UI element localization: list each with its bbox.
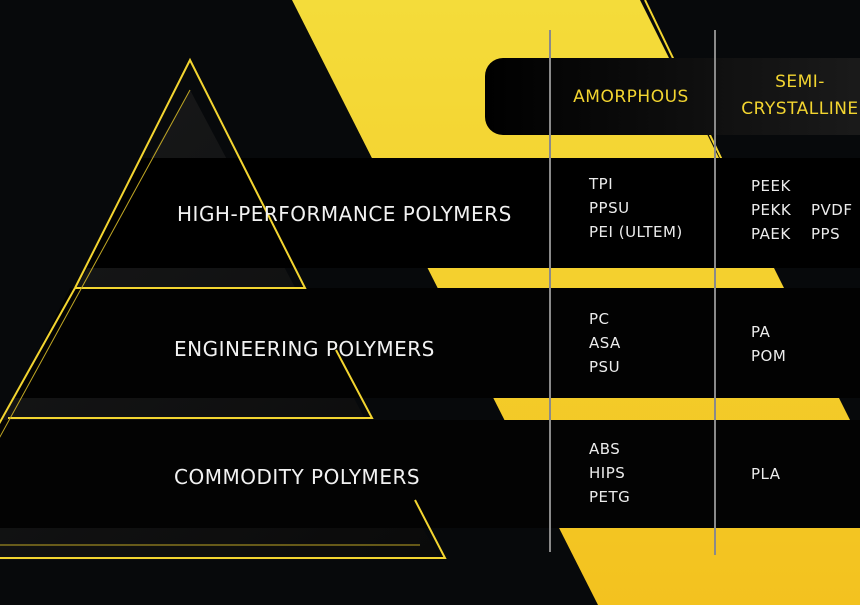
material: ABS [589,440,621,458]
high-amorphous-list: TPI PPSU PEI (ULTEM) [589,172,683,244]
engineering-amorphous-list: PC ASA PSU [589,307,621,379]
material: PLA [751,465,781,483]
material: PETG [589,488,631,506]
pyramid-inner-line [0,89,191,438]
tier-label-engineering: ENGINEERING POLYMERS [174,337,435,361]
commodity-semi-list: PLA [751,462,781,486]
material: ASA [589,334,621,352]
material: PEI (ULTEM) [589,223,683,241]
engineering-semi-list: PA POM [751,320,786,368]
commodity-amorphous-list: ABS HIPS PETG [589,437,630,509]
material: PVDF [811,201,853,219]
pyramid-outline-top [74,57,307,289]
column-header-amorphous: AMORPHOUS [573,87,689,107]
pyramid-outline-bottom [0,499,447,559]
material: PA [751,323,771,341]
tier-label-commodity: COMMODITY POLYMERS [174,465,421,489]
material: PEKK [751,201,792,219]
header-line-1: SEMI- [775,72,825,92]
pyramid-outline-mid [8,349,374,419]
column-header-semi-crystalline: SEMI- CRYSTALLINE [720,69,860,123]
material: PPSU [589,199,630,217]
material: PC [589,310,610,328]
material: TPI [589,175,614,193]
column-header-box [485,58,860,135]
material: HIPS [589,464,626,482]
material: PEEK [751,177,791,195]
band-engineering [15,288,860,398]
header-line-2: CRYSTALLINE [741,99,859,119]
material: PSU [589,358,621,376]
high-semi-list-1: PEEK PEKK PAEK [751,174,791,246]
pyramid-outline-left [0,287,76,425]
material: POM [751,347,787,365]
tier-label-high-performance: HIGH-PERFORMANCE POLYMERS [177,202,512,226]
material: PAEK [751,225,791,243]
high-semi-list-2: PVDF PPS [811,198,853,246]
band-high [85,158,860,268]
material: PPS [811,225,841,243]
band-commodity [0,420,860,528]
